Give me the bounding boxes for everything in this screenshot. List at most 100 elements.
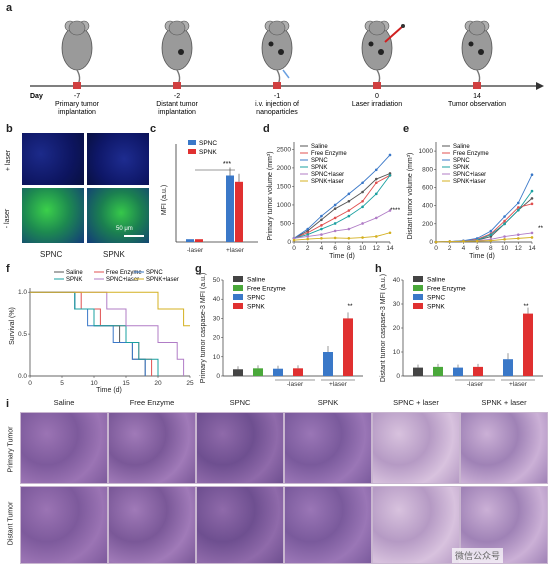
survival-curve bbox=[30, 291, 159, 376]
legend-swatch bbox=[413, 303, 423, 309]
data-point bbox=[434, 240, 438, 244]
data-point bbox=[320, 214, 323, 218]
legend-swatch bbox=[413, 294, 423, 300]
data-point bbox=[462, 239, 465, 243]
data-point bbox=[333, 236, 337, 240]
data-point bbox=[516, 201, 520, 205]
data-point bbox=[347, 214, 351, 218]
he-stain-image bbox=[196, 412, 284, 484]
he-column-label: SPNK bbox=[317, 398, 339, 407]
chart-e-ylabel: Distant tumor volume (mm³) bbox=[407, 153, 414, 240]
series-line bbox=[435, 237, 533, 243]
legend-swatch-spnc bbox=[188, 140, 196, 145]
data-point bbox=[489, 233, 493, 237]
series-line bbox=[293, 210, 391, 239]
panel-label-b: b bbox=[6, 123, 13, 135]
x-tick-label: 5 bbox=[60, 380, 64, 387]
legend-swatch bbox=[413, 276, 423, 282]
x-tick-label: 14 bbox=[528, 245, 536, 252]
data-point bbox=[530, 202, 534, 206]
legend-label: SPNC bbox=[146, 270, 163, 276]
series-line bbox=[293, 174, 391, 239]
x-tick-label: 2 bbox=[448, 245, 452, 252]
bar bbox=[413, 367, 423, 376]
y-tick-label: 2000 bbox=[277, 165, 292, 172]
micrograph-spnc-plus-laser bbox=[22, 133, 84, 185]
panel-label-g: g bbox=[195, 263, 202, 275]
significance-label: *** bbox=[223, 161, 231, 168]
timeline-figure: Day -7 Primary tumor implantation -2 Dis… bbox=[30, 20, 544, 116]
data-point bbox=[388, 231, 392, 235]
legend-label: SPNC+laser bbox=[453, 172, 486, 178]
significance-label: ** bbox=[523, 303, 529, 310]
x-tick-label: 0 bbox=[28, 380, 32, 387]
mouse-icon bbox=[161, 20, 193, 89]
event-text: Primary tumor bbox=[55, 101, 100, 108]
event-text: implantation bbox=[58, 109, 96, 116]
x-tick-label: -laser bbox=[287, 381, 304, 388]
legend-label: Free Enzyme bbox=[453, 151, 489, 157]
data-point bbox=[388, 174, 392, 177]
data-point bbox=[448, 240, 452, 243]
timeline-marker bbox=[473, 82, 481, 89]
event-text: Laser irradiation bbox=[352, 101, 402, 108]
series-line bbox=[293, 175, 391, 239]
he-stain-image bbox=[20, 486, 108, 564]
series-line bbox=[293, 232, 391, 241]
data-point bbox=[516, 237, 520, 240]
data-point bbox=[489, 229, 493, 233]
x-tick-label: 12 bbox=[515, 245, 523, 252]
panel-label-e: e bbox=[403, 123, 410, 135]
micrograph-spnk-minus-laser bbox=[87, 188, 149, 243]
chart-g: Primary tumor caspase-3 MFI (a.u.) 0 10 20… bbox=[200, 273, 363, 388]
micrograph-spnc-minus-laser bbox=[22, 188, 84, 243]
bar bbox=[195, 239, 203, 242]
data-point bbox=[475, 239, 479, 243]
he-column-label: Free Enzyme bbox=[129, 398, 175, 407]
day-label: Day bbox=[30, 93, 43, 100]
data-point bbox=[306, 237, 310, 241]
survival-curve bbox=[30, 291, 185, 376]
data-point bbox=[530, 231, 534, 235]
data-point bbox=[320, 236, 323, 240]
legend-label: SPNK bbox=[427, 304, 445, 311]
data-point bbox=[374, 181, 378, 185]
data-point bbox=[388, 209, 392, 212]
data-point bbox=[374, 192, 378, 196]
data-point bbox=[361, 181, 364, 185]
data-point bbox=[320, 218, 323, 222]
legend-swatch-spnk bbox=[188, 149, 196, 154]
data-point bbox=[333, 216, 337, 220]
event-text: Distant tumor bbox=[156, 101, 198, 108]
data-point bbox=[489, 239, 493, 242]
he-column-label: SPNC bbox=[229, 398, 251, 407]
data-point bbox=[320, 224, 323, 227]
chart-e: Distant tumor volume (mm³) Time (d) 0 2 4 6… bbox=[407, 142, 544, 260]
column-label-spnc: SPNC bbox=[40, 250, 63, 259]
y-tick-label: 0 bbox=[396, 373, 400, 380]
x-tick-label: 10 bbox=[501, 245, 509, 252]
data-point bbox=[503, 219, 506, 223]
x-tick-label: +laser bbox=[329, 381, 348, 388]
y-tick-label: 10 bbox=[213, 354, 221, 361]
timeline-marker bbox=[173, 82, 181, 89]
bar bbox=[233, 369, 243, 376]
x-tick-label: +laser bbox=[226, 247, 245, 254]
x-tick-label: 2 bbox=[306, 245, 310, 252]
he-stain-image bbox=[460, 412, 548, 484]
data-point bbox=[320, 233, 323, 236]
data-point bbox=[333, 222, 337, 225]
bar bbox=[293, 368, 303, 376]
significance-label: ** bbox=[538, 225, 544, 232]
y-tick-label: 1.0 bbox=[18, 289, 27, 296]
x-tick-label: 4 bbox=[462, 245, 466, 252]
panel-label-h: h bbox=[375, 263, 382, 275]
bar bbox=[186, 239, 194, 242]
he-stain-image bbox=[20, 412, 108, 484]
y-tick-label: 0.5 bbox=[18, 331, 27, 338]
significance-label: **** bbox=[390, 207, 401, 214]
bar bbox=[226, 175, 234, 242]
he-stain-image bbox=[108, 412, 196, 484]
legend-swatch bbox=[233, 285, 243, 291]
chart-d: Primary tumor volume (mm³) Time (d) 0 2 4 6… bbox=[267, 142, 401, 260]
